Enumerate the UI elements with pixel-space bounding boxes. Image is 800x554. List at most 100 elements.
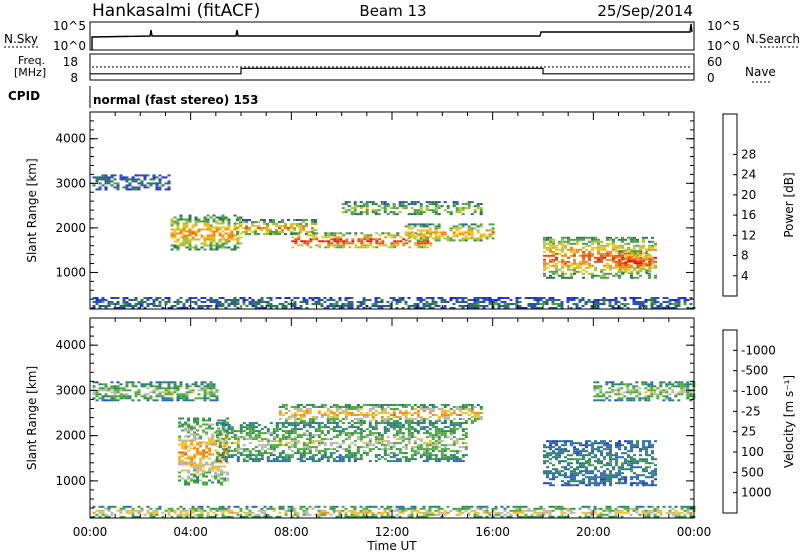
power-cell xyxy=(606,242,609,245)
velocity-cell xyxy=(374,456,378,459)
power-cell xyxy=(479,213,483,216)
power-cell xyxy=(596,299,600,301)
velocity-cell xyxy=(407,460,411,463)
power-cell xyxy=(293,229,296,231)
power-cell xyxy=(347,301,351,303)
velocity-cell xyxy=(686,385,690,388)
velocity-cell xyxy=(178,421,182,424)
power-cell xyxy=(648,274,651,277)
power-cell xyxy=(458,231,462,234)
power-cell xyxy=(627,268,631,271)
velocity-cell xyxy=(281,444,285,447)
velocity-cell xyxy=(284,432,288,435)
velocity-cell xyxy=(269,454,273,457)
power-colorbar-label: 12 xyxy=(741,228,756,242)
velocity-cell xyxy=(347,448,351,451)
power-cell xyxy=(590,307,594,309)
power-cell xyxy=(600,248,603,251)
power-cell xyxy=(642,236,645,239)
velocity-cell xyxy=(615,482,618,485)
velocity-cell xyxy=(170,399,174,402)
velocity-cell xyxy=(686,393,690,396)
power-cell xyxy=(575,297,579,299)
power-cell xyxy=(341,211,345,214)
power-cell xyxy=(578,301,582,303)
power-cell xyxy=(176,226,180,229)
power-cell xyxy=(182,242,186,245)
power-cell xyxy=(233,246,237,249)
power-cell xyxy=(597,248,600,251)
power-cell xyxy=(366,236,370,239)
velocity-cell xyxy=(612,458,615,461)
velocity-cell xyxy=(573,450,576,453)
power-cell xyxy=(497,305,501,307)
power-cell xyxy=(161,299,165,301)
velocity-cell xyxy=(561,484,564,487)
power-cell xyxy=(458,223,462,226)
velocity-cell xyxy=(588,458,591,461)
power-cell xyxy=(363,246,367,249)
velocity-cell xyxy=(338,420,342,422)
power-cell xyxy=(485,305,489,307)
velocity-cell xyxy=(552,478,555,481)
power-cell xyxy=(612,238,615,241)
power-cell xyxy=(404,303,408,305)
power-cell xyxy=(570,276,573,279)
velocity-cell xyxy=(593,381,597,384)
velocity-cell xyxy=(546,472,549,475)
velocity-cell xyxy=(137,509,141,512)
velocity-cell xyxy=(446,444,450,447)
power-cell xyxy=(437,207,441,210)
velocity-cell xyxy=(473,418,477,420)
velocity-cell xyxy=(380,420,384,422)
power-cell xyxy=(146,305,150,307)
power-cell xyxy=(194,244,198,247)
power-cell xyxy=(194,234,198,237)
power-cell xyxy=(344,297,348,299)
power-cell xyxy=(176,299,180,301)
power-cell xyxy=(677,297,681,299)
power-cell xyxy=(348,242,352,245)
velocity-cell xyxy=(187,439,191,442)
velocity-cell xyxy=(185,385,189,388)
velocity-cell xyxy=(395,416,399,418)
power-cell xyxy=(200,301,204,303)
power-cell xyxy=(398,211,402,214)
velocity-cell xyxy=(236,460,240,463)
velocity-cell xyxy=(224,440,228,443)
velocity-cell xyxy=(476,414,480,416)
velocity-cell xyxy=(380,406,384,408)
velocity-cell xyxy=(217,453,221,456)
velocity-cell xyxy=(296,458,300,461)
velocity-cell xyxy=(208,457,212,460)
velocity-cell xyxy=(218,460,222,463)
velocity-cell xyxy=(317,406,321,408)
velocity-cell xyxy=(293,408,297,410)
power-cell xyxy=(365,203,369,206)
velocity-cell xyxy=(570,484,573,487)
velocity-cell xyxy=(618,472,621,475)
power-echo-band xyxy=(618,250,652,275)
velocity-cell xyxy=(296,434,300,437)
power-cell xyxy=(648,270,652,273)
power-cell xyxy=(596,307,600,309)
power-cell xyxy=(552,250,555,253)
power-cell xyxy=(182,307,186,309)
power-cell xyxy=(630,248,633,251)
power-cell xyxy=(533,307,537,309)
velocity-cell xyxy=(226,471,230,474)
velocity-cell xyxy=(101,509,105,512)
velocity-cell xyxy=(689,399,693,402)
power-cell xyxy=(612,258,615,261)
velocity-cell xyxy=(344,406,348,408)
velocity-cell xyxy=(621,478,624,481)
power-cell xyxy=(182,224,186,227)
power-cell xyxy=(200,234,204,237)
velocity-cell xyxy=(645,468,648,471)
velocity-cell xyxy=(383,430,387,433)
power-cell xyxy=(476,305,480,307)
power-cell xyxy=(449,227,453,230)
velocity-cell xyxy=(107,387,111,390)
velocity-cell xyxy=(362,452,366,455)
velocity-cell xyxy=(680,393,684,396)
